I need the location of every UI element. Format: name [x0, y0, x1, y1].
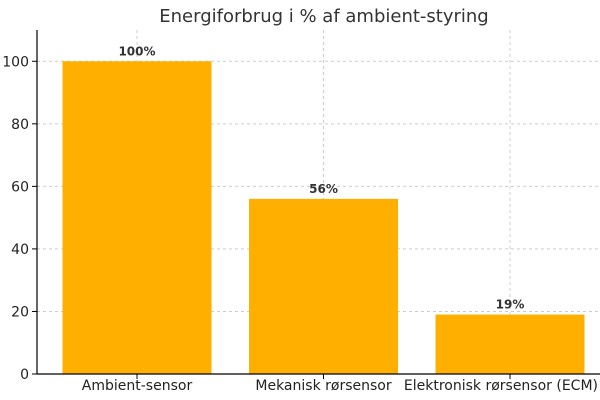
y-tick-label: 60 — [11, 179, 29, 195]
data-label: 56% — [309, 182, 338, 196]
x-tick-label: Mekanisk rørsensor — [255, 378, 391, 394]
bar — [249, 198, 398, 374]
y-tick-label: 40 — [11, 242, 29, 258]
y-tick-label: 80 — [11, 117, 29, 133]
bar — [62, 61, 212, 374]
y-tick-label: 100 — [2, 54, 29, 70]
chart-title: Energiforbrug i % af ambient-styring — [159, 6, 488, 27]
bar — [435, 314, 585, 374]
data-label: 100% — [118, 44, 155, 58]
data-label: 19% — [496, 298, 525, 312]
bars — [62, 61, 585, 374]
y-tick-label: 0 — [20, 367, 29, 383]
labels: 0 20 40 60 80 100 100% Ambient-sensor 56% Mekanis… — [2, 44, 598, 394]
x-tick-label: Elektronisk rørsensor (ECM) — [404, 378, 598, 394]
y-tick-label: 20 — [11, 304, 29, 320]
x-tick-label: Ambient-sensor — [82, 378, 193, 394]
grid — [37, 30, 600, 374]
axes — [32, 30, 600, 379]
